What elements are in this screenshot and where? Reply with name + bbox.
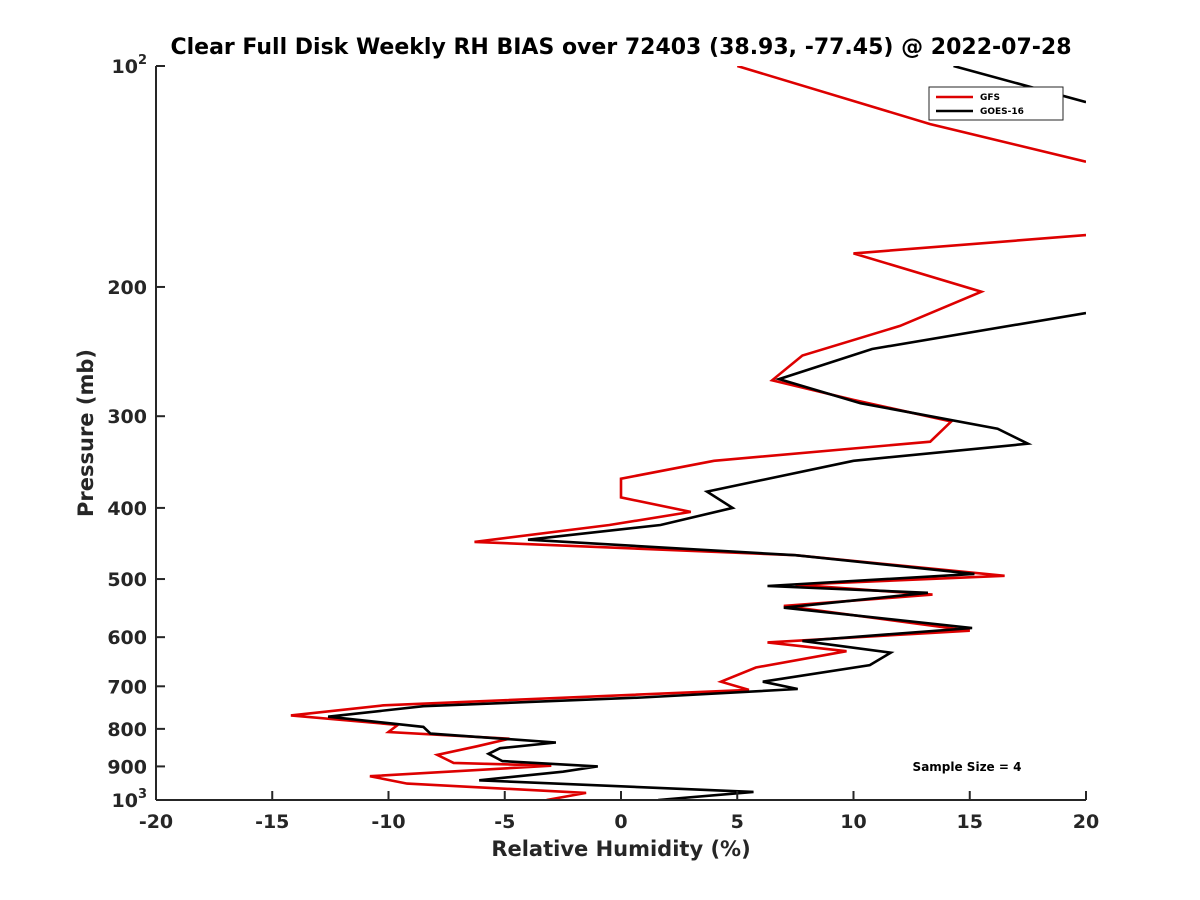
- x-tick-label: 0: [614, 811, 627, 833]
- y-tick-label: 800: [107, 719, 147, 741]
- y-tick-label: 400: [107, 498, 147, 520]
- y-tick-label: 300: [107, 406, 147, 428]
- x-tick-label: -20: [139, 811, 173, 833]
- x-tick-label: 15: [957, 811, 983, 833]
- y-tick-label: 700: [107, 676, 147, 698]
- series-layer: [290, 66, 1086, 800]
- y-tick-label: 200: [107, 277, 147, 299]
- legend-label: GOES-16: [980, 107, 1024, 117]
- x-tick-label: 10: [840, 811, 866, 833]
- x-ticks: -20 -15 -10 -5 0 5 10 15 20: [139, 791, 1099, 833]
- series-line-goes-16-seg-0: [953, 66, 1086, 104]
- legend-box: [928, 86, 1064, 121]
- series-line-gfs-seg-0: [736, 66, 1086, 163]
- x-tick-label: 20: [1073, 811, 1099, 833]
- y-tick-label: 900: [107, 756, 147, 778]
- legend-label: GFS: [980, 93, 1000, 103]
- y-tick-label: 500: [107, 569, 147, 591]
- legend: GFS GOES-16: [928, 86, 1064, 121]
- y-tick-label: 600: [107, 627, 147, 649]
- y-tick-label: 102: [112, 53, 148, 78]
- sample-size-annotation: Sample Size = 4: [913, 760, 1022, 774]
- x-tick-label: -10: [371, 811, 405, 833]
- x-tick-label: -5: [494, 811, 515, 833]
- axes-layer: [155, 66, 1086, 801]
- y-axis-label: Pressure (mb): [74, 349, 98, 517]
- y-ticks: 102 200 300 400 500 600 700 800 900 103: [107, 53, 165, 812]
- chart-title: Clear Full Disk Weekly RH BIAS over 7240…: [170, 35, 1071, 60]
- x-axis-label: Relative Humidity (%): [491, 837, 750, 861]
- x-tick-label: 5: [731, 811, 744, 833]
- series-line-goes-16-seg-1: [327, 311, 1086, 800]
- y-tick-label: 103: [112, 787, 148, 812]
- x-tick-label: -15: [255, 811, 289, 833]
